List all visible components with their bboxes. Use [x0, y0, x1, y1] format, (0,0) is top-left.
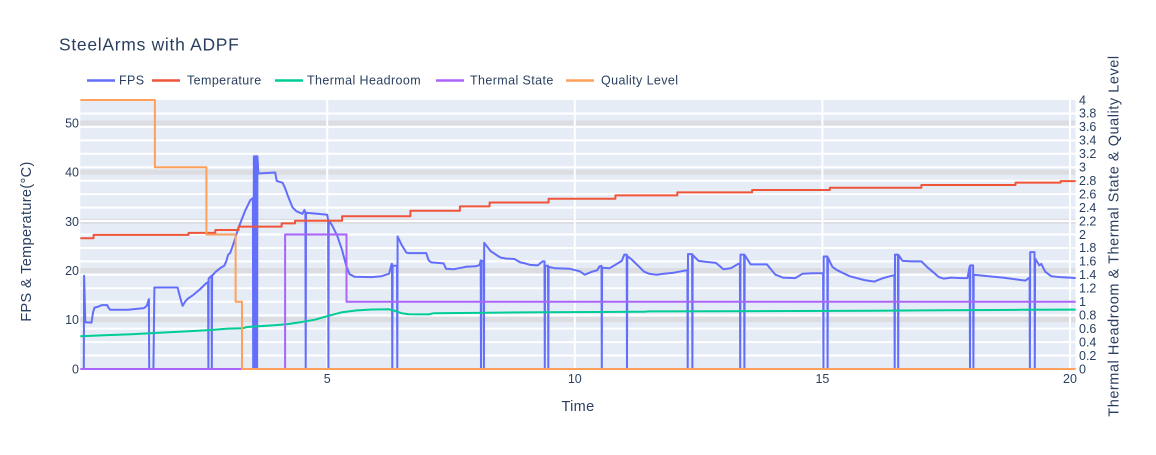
svg-text:FPS & Temperature(°C): FPS & Temperature(°C)	[19, 161, 35, 321]
svg-text:3.8: 3.8	[1079, 107, 1096, 121]
svg-text:40: 40	[65, 166, 79, 180]
svg-text:1: 1	[1079, 295, 1086, 309]
svg-text:Quality Level: Quality Level	[601, 73, 678, 87]
svg-text:2.6: 2.6	[1079, 188, 1096, 202]
svg-text:Thermal State: Thermal State	[470, 73, 554, 87]
svg-text:3.4: 3.4	[1079, 134, 1096, 148]
svg-text:1.4: 1.4	[1079, 268, 1096, 282]
svg-text:1.6: 1.6	[1079, 255, 1096, 269]
svg-text:10: 10	[65, 313, 79, 327]
svg-text:4: 4	[1079, 93, 1086, 107]
svg-text:3: 3	[1079, 161, 1086, 175]
svg-text:2.2: 2.2	[1079, 214, 1096, 228]
svg-text:Thermal Headroom & Thermal Sta: Thermal Headroom & Thermal State & Quali…	[1107, 55, 1123, 416]
svg-text:0: 0	[72, 362, 79, 376]
svg-text:0.4: 0.4	[1079, 335, 1096, 349]
svg-text:3.6: 3.6	[1079, 120, 1096, 134]
svg-text:0: 0	[1079, 362, 1086, 376]
svg-text:5: 5	[324, 372, 331, 386]
svg-text:1.8: 1.8	[1079, 241, 1096, 255]
svg-text:SteelArms with ADPF: SteelArms with ADPF	[59, 35, 240, 55]
svg-text:1.2: 1.2	[1079, 282, 1096, 296]
svg-text:Time: Time	[562, 399, 595, 415]
svg-text:20: 20	[1063, 372, 1077, 386]
svg-text:0.2: 0.2	[1079, 349, 1096, 363]
svg-text:Thermal Headroom: Thermal Headroom	[307, 73, 421, 87]
svg-text:3.2: 3.2	[1079, 147, 1096, 161]
svg-text:30: 30	[65, 215, 79, 229]
svg-text:2: 2	[1079, 228, 1086, 242]
svg-text:15: 15	[815, 372, 829, 386]
svg-text:0.8: 0.8	[1079, 309, 1096, 323]
svg-text:50: 50	[65, 117, 79, 131]
svg-text:0.6: 0.6	[1079, 322, 1096, 336]
svg-text:20: 20	[65, 264, 79, 278]
svg-text:FPS: FPS	[119, 73, 145, 87]
svg-text:2.4: 2.4	[1079, 201, 1096, 215]
svg-text:2.8: 2.8	[1079, 174, 1096, 188]
svg-text:Temperature: Temperature	[187, 73, 262, 87]
svg-text:10: 10	[568, 372, 582, 386]
